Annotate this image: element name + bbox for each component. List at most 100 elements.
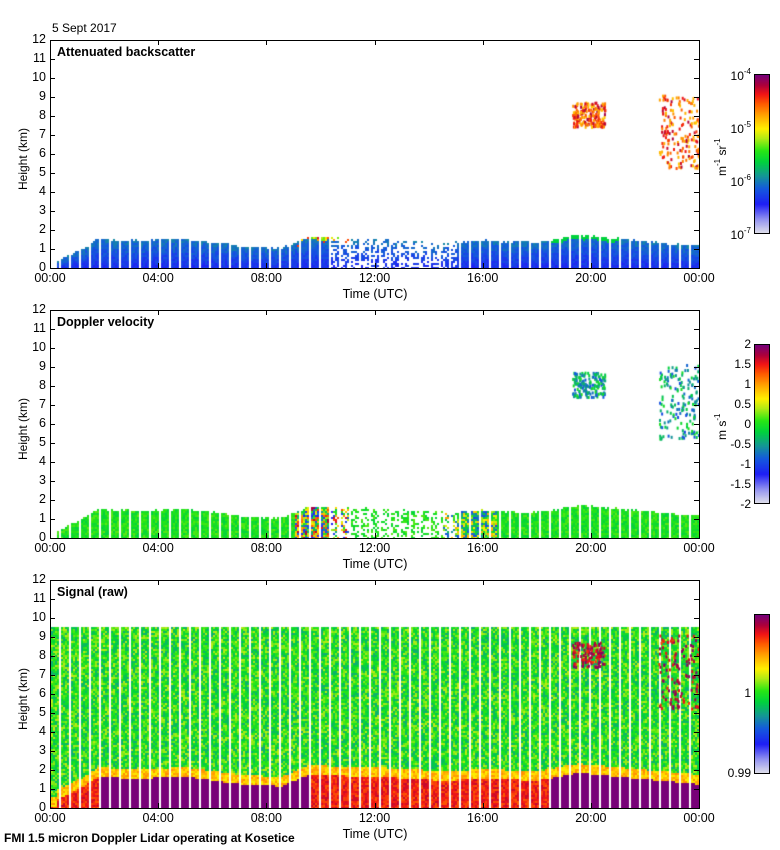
x-tick-mark	[590, 533, 592, 538]
y-tick-label: 6	[39, 416, 46, 430]
y-tick-label: 4	[39, 454, 46, 468]
y-tick-label: 0	[39, 530, 46, 544]
y-axis-label: Height (km)	[16, 397, 30, 460]
y-tick-mark	[50, 211, 55, 212]
y-tick-label: 9	[39, 629, 46, 643]
panel-title: Attenuated backscatter	[57, 45, 196, 59]
x-tick-label: 00:00	[683, 271, 715, 285]
y-tick-mark	[50, 462, 55, 463]
x-tick-mark	[374, 533, 376, 538]
x-tick-label: 00:00	[683, 541, 715, 555]
y-tick-label: 12	[32, 302, 46, 316]
y-tick-mark	[50, 443, 55, 444]
x-tick-mark	[158, 263, 160, 268]
y-tick-mark	[694, 310, 699, 311]
y-tick-mark	[50, 348, 55, 349]
y-tick-mark	[694, 192, 699, 193]
y-tick-mark	[694, 538, 699, 539]
x-tick-mark	[699, 40, 700, 45]
x-tick-mark	[266, 310, 268, 315]
y-tick-label: 3	[39, 473, 46, 487]
x-tick-mark	[266, 533, 268, 538]
backscatter-colorbar	[754, 74, 770, 234]
y-tick-mark	[50, 329, 55, 330]
colorbar-tick: 1	[744, 377, 751, 391]
y-tick-mark	[50, 519, 55, 520]
y-tick-mark	[694, 211, 699, 212]
panel-title: Doppler velocity	[57, 315, 155, 329]
x-tick-label: 20:00	[575, 541, 607, 555]
y-tick-mark	[50, 249, 55, 250]
y-tick-mark	[694, 78, 699, 79]
x-tick-mark	[482, 310, 484, 315]
y-tick-mark	[694, 599, 699, 600]
x-tick-mark	[482, 263, 484, 268]
x-tick-mark	[482, 533, 484, 538]
x-tick-mark	[50, 580, 51, 585]
x-tick-mark	[50, 803, 51, 808]
y-tick-mark	[694, 732, 699, 733]
y-tick-mark	[50, 789, 55, 790]
y-tick-label: 9	[39, 89, 46, 103]
y-tick-label: 3	[39, 203, 46, 217]
y-tick-label: 3	[39, 743, 46, 757]
backscatter-heatmap	[51, 41, 699, 268]
x-tick-label: 08:00	[250, 811, 282, 825]
y-tick-label: 1	[39, 511, 46, 525]
y-tick-mark	[694, 500, 699, 501]
y-tick-mark	[694, 329, 699, 330]
x-tick-mark	[266, 580, 268, 585]
x-tick-mark	[158, 803, 160, 808]
y-tick-mark	[50, 599, 55, 600]
y-tick-mark	[694, 154, 699, 155]
x-tick-mark	[374, 803, 376, 808]
y-tick-label: 0	[39, 800, 46, 814]
y-tick-mark	[50, 192, 55, 193]
colorbar-tick: 1.5	[734, 357, 751, 371]
x-tick-mark	[699, 533, 700, 538]
x-tick-label: 00:00	[34, 271, 66, 285]
y-tick-mark	[694, 405, 699, 406]
y-tick-label: 11	[33, 51, 46, 65]
x-tick-label: 00:00	[683, 811, 715, 825]
y-tick-mark	[694, 443, 699, 444]
instrument-caption: FMI 1.5 micron Doppler Lidar operating a…	[4, 831, 295, 845]
x-tick-label: 16:00	[467, 271, 499, 285]
y-tick-mark	[50, 675, 55, 676]
x-tick-mark	[374, 310, 376, 315]
signal-raw-plot: Signal (raw)	[50, 580, 700, 809]
x-tick-mark	[590, 263, 592, 268]
y-tick-label: 8	[39, 648, 46, 662]
x-tick-label: 00:00	[34, 541, 66, 555]
y-tick-mark	[50, 173, 55, 174]
y-tick-label: 2	[39, 492, 46, 506]
x-tick-mark	[50, 533, 51, 538]
x-tick-label: 12:00	[358, 541, 391, 555]
y-tick-mark	[694, 348, 699, 349]
y-tick-mark	[694, 770, 699, 771]
y-tick-mark	[50, 59, 55, 60]
x-tick-mark	[374, 580, 376, 585]
y-tick-label: 5	[39, 435, 46, 449]
x-tick-mark	[590, 40, 592, 45]
x-tick-mark	[699, 263, 700, 268]
y-tick-mark	[50, 367, 55, 368]
colorbar-tick: 0	[744, 417, 751, 431]
y-tick-mark	[50, 637, 55, 638]
x-tick-mark	[699, 580, 700, 585]
colorbar-tick: -0.5	[730, 437, 751, 451]
x-tick-label: 00:00	[34, 811, 66, 825]
y-tick-mark	[694, 637, 699, 638]
colorbar-tick: -2	[740, 497, 751, 511]
y-tick-mark	[50, 500, 55, 501]
y-tick-mark	[694, 424, 699, 425]
colorbar-tick: 0.99	[727, 766, 751, 780]
y-tick-label: 8	[39, 108, 46, 122]
colorbar-unit-label: m s-1	[713, 413, 729, 440]
y-tick-mark	[694, 519, 699, 520]
colorbar-unit-label: m-1 sr-1	[713, 138, 729, 176]
y-tick-mark	[694, 249, 699, 250]
y-tick-mark	[50, 116, 55, 117]
y-tick-label: 12	[32, 32, 46, 46]
y-tick-mark	[50, 40, 55, 41]
